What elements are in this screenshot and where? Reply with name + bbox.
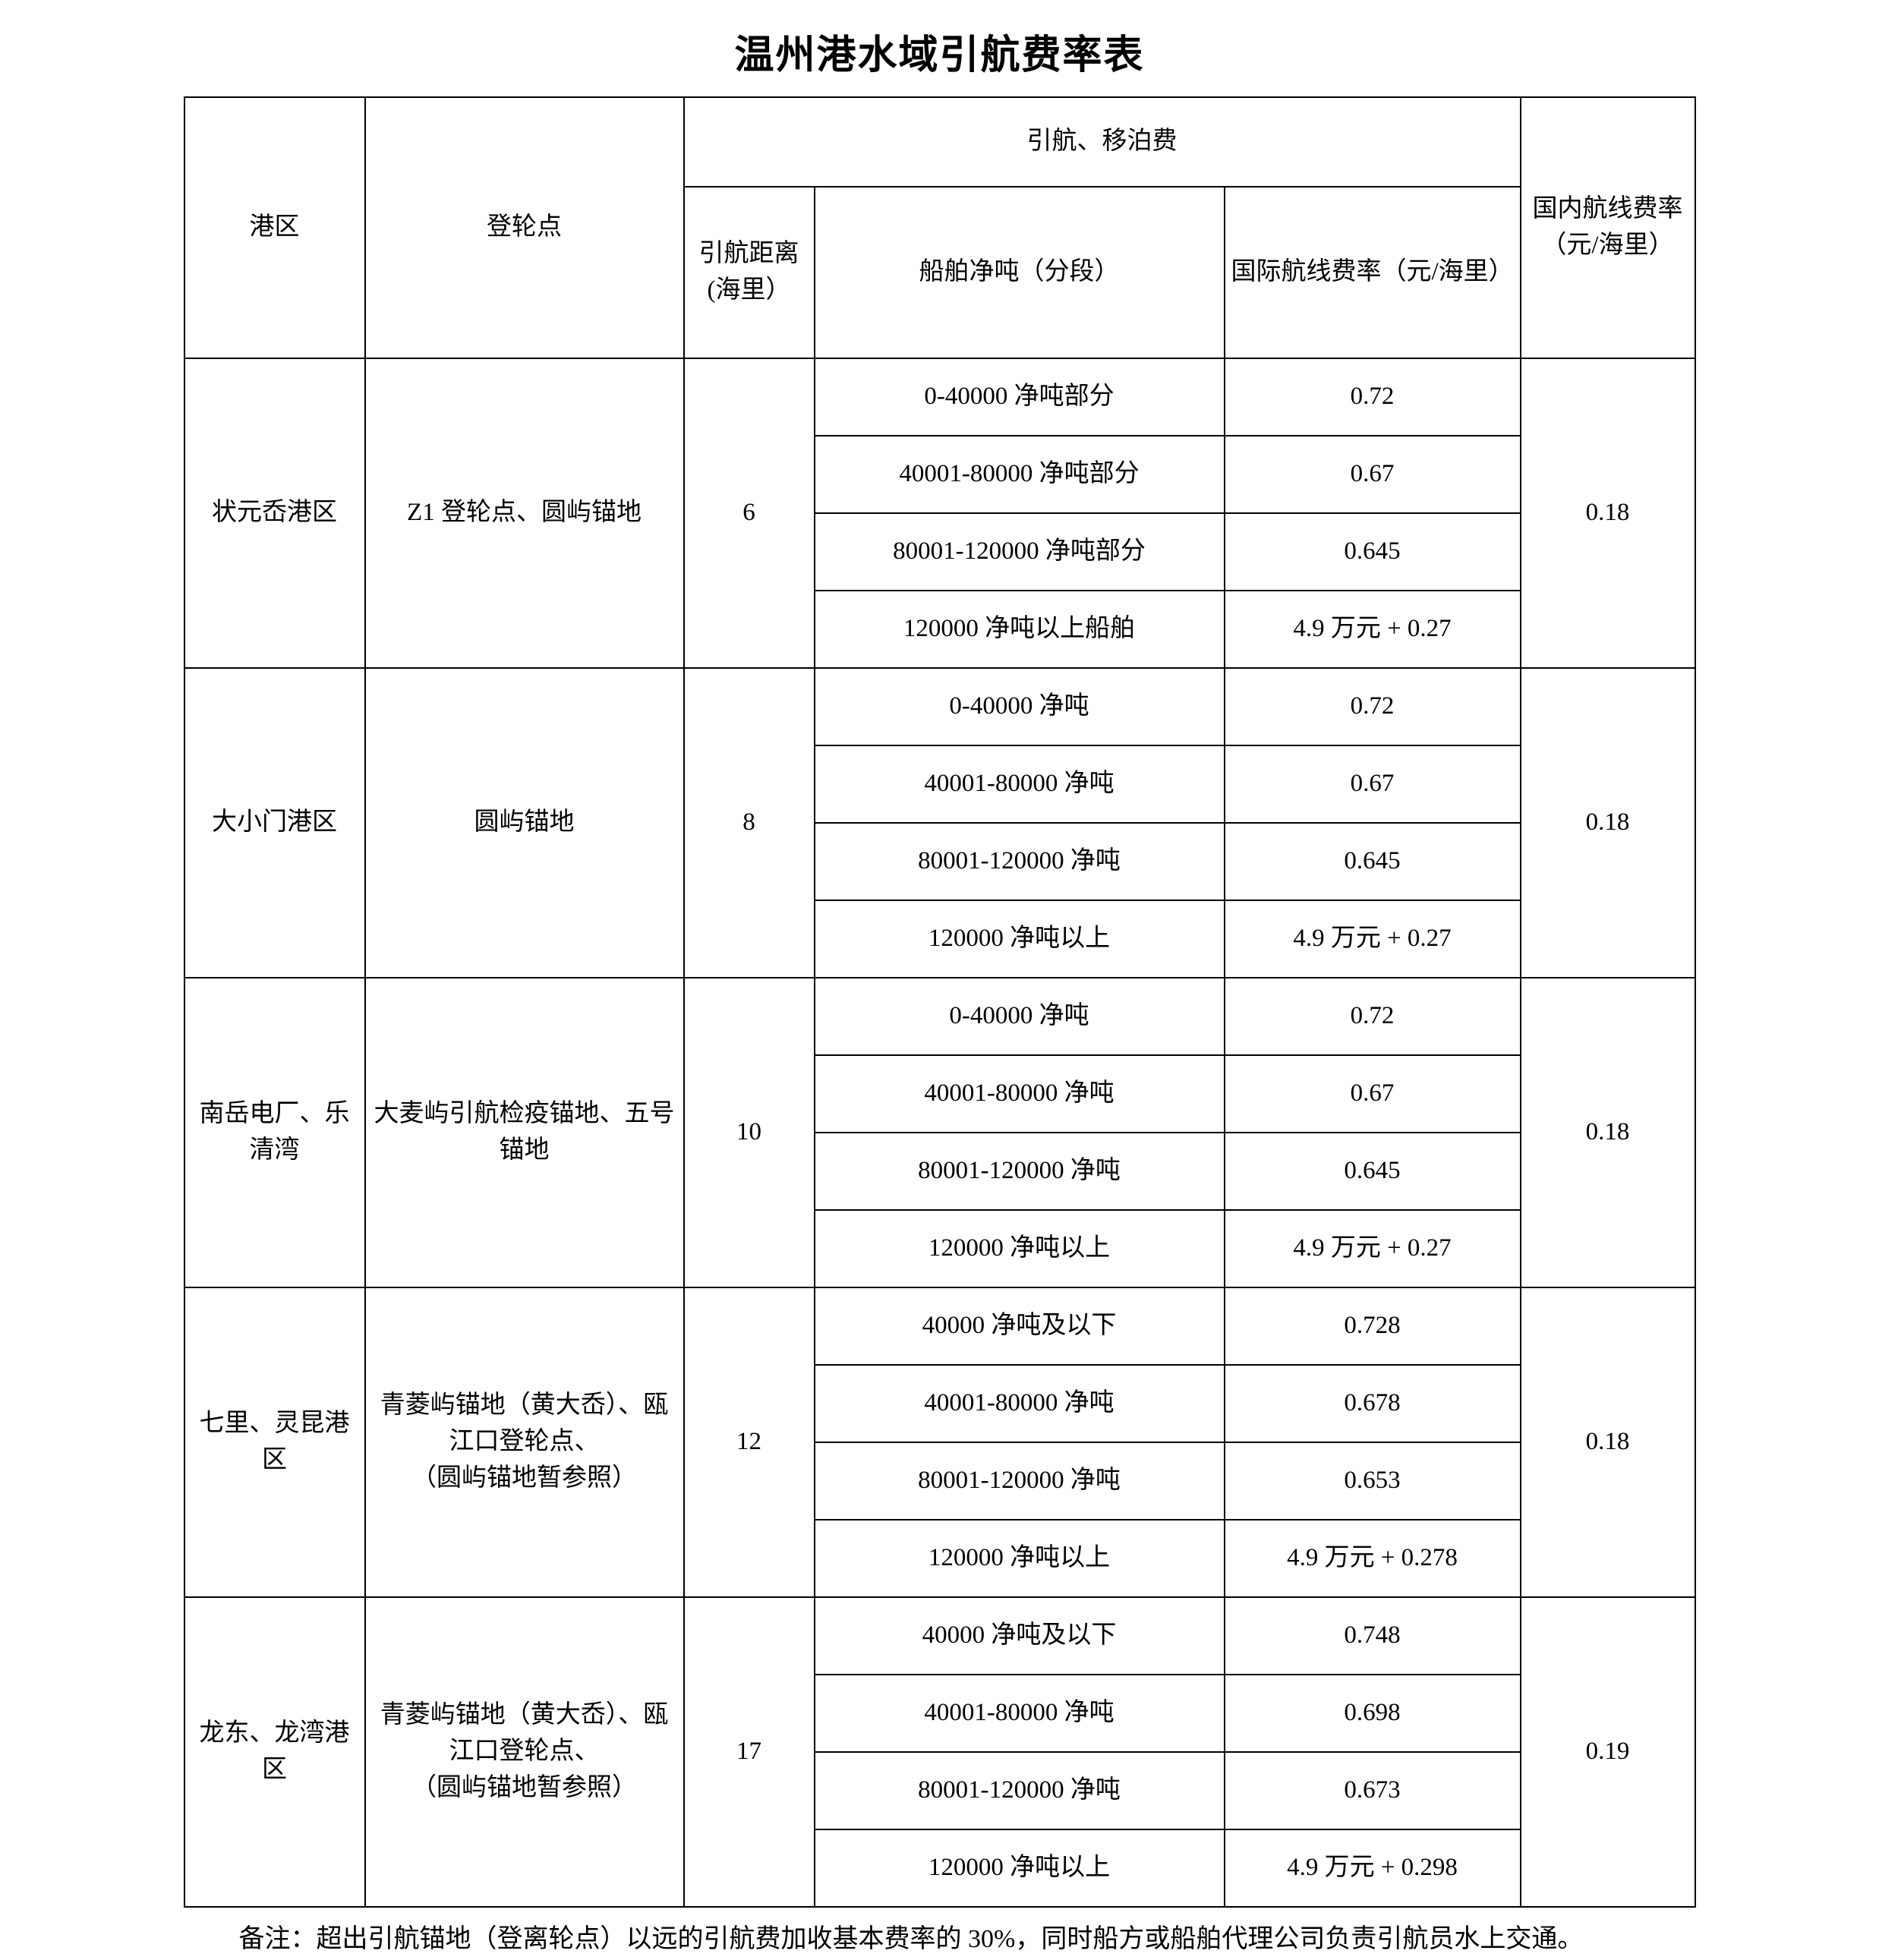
cell-port-area: 南岳电厂、乐清湾 (183, 977, 366, 1288)
header-domestic-rate: 国内航线费率（元/海里） (1519, 96, 1696, 359)
cell-net-tonnage: 40000 净吨及以下 (813, 1287, 1225, 1366)
header-pilot-distance: 引航距离(海里） (683, 186, 815, 359)
header-pilotage-shifting-fee: 引航、移泊费 (683, 96, 1521, 187)
cell-net-tonnage: 80001-120000 净吨 (813, 822, 1225, 901)
cell-net-tonnage: 80001-120000 净吨 (813, 1132, 1225, 1211)
cell-intl-rate: 0.728 (1223, 1287, 1521, 1366)
cell-intl-rate: 4.9 万元 + 0.27 (1223, 900, 1521, 978)
table-row: 七里、灵昆港区 青菱屿锚地（黄大岙）、瓯江口登轮点、 （圆屿锚地暂参照） 12 4000… (183, 1287, 1696, 1598)
cell-net-tonnage: 120000 净吨以上 (813, 1519, 1225, 1598)
cell-intl-rate: 4.9 万元 + 0.27 (1223, 1209, 1521, 1288)
cell-port-area: 大小门港区 (183, 667, 366, 978)
cell-boarding-point: 圆屿锚地 (364, 667, 685, 978)
cell-port-area: 状元岙港区 (183, 358, 366, 669)
cell-net-tonnage: 40001-80000 净吨 (813, 1054, 1225, 1133)
table-row: 大小门港区 圆屿锚地 8 0-40000 净吨 0.72 0.18 (183, 667, 1696, 978)
table-row: 80001-120000 净吨 0.673 (184, 1751, 1695, 1830)
table-row: 120000 净吨以上 4.9 万元 + 0.298 (184, 1829, 1695, 1908)
cell-intl-rate: 0.72 (1223, 358, 1521, 436)
cell-net-tonnage: 40000 净吨及以下 (813, 1596, 1225, 1675)
cell-boarding-point: 大麦屿引航检疫锚地、五号锚地 (364, 977, 685, 1288)
table-row: 120000 净吨以上 4.9 万元 + 0.278 (184, 1519, 1695, 1598)
cell-intl-rate: 0.645 (1223, 512, 1521, 591)
cell-boarding-point: 青菱屿锚地（黄大岙）、瓯江口登轮点、 （圆屿锚地暂参照） (364, 1596, 685, 1908)
cell-intl-rate: 0.698 (1223, 1674, 1521, 1753)
table-row: 80001-120000 净吨部分 0.645 (184, 512, 1695, 591)
cell-net-tonnage: 120000 净吨以上 (813, 900, 1225, 978)
header-port-area: 港区 (183, 96, 366, 359)
cell-intl-rate: 0.67 (1223, 435, 1521, 514)
cell-intl-rate: 0.72 (1223, 977, 1521, 1056)
cell-net-tonnage: 40001-80000 净吨 (813, 1674, 1225, 1753)
cell-domestic-rate: 0.18 (1519, 1287, 1696, 1598)
cell-port-area: 龙东、龙湾港区 (183, 1596, 366, 1908)
cell-boarding-point: 青菱屿锚地（黄大岙）、瓯江口登轮点、 （圆屿锚地暂参照） (364, 1287, 685, 1598)
cell-net-tonnage: 120000 净吨以上 (813, 1209, 1225, 1288)
cell-intl-rate: 0.67 (1223, 745, 1521, 824)
table-row: 40001-80000 净吨 0.67 (184, 1054, 1695, 1133)
table-row: 80001-120000 净吨 0.645 (184, 1132, 1695, 1211)
cell-net-tonnage: 80001-120000 净吨 (813, 1751, 1225, 1830)
cell-net-tonnage: 0-40000 净吨 (813, 667, 1225, 746)
cell-net-tonnage: 120000 净吨以上船舶 (813, 590, 1225, 669)
cell-net-tonnage: 40001-80000 净吨 (813, 745, 1225, 824)
cell-intl-rate: 0.645 (1223, 822, 1521, 901)
pilotage-rate-table: 港区 登轮点 引航、移泊费 国内航线费率（元/海里） 引航距离(海里） 船舶净吨… (183, 96, 1696, 1908)
table-row: 120000 净吨以上 4.9 万元 + 0.27 (184, 1209, 1695, 1288)
cell-domestic-rate: 0.18 (1519, 667, 1696, 978)
page-title: 温州港水域引航费率表 (734, 34, 1145, 77)
cell-net-tonnage: 0-40000 净吨 (813, 977, 1225, 1056)
cell-net-tonnage: 80001-120000 净吨部分 (813, 512, 1225, 591)
header-intl-rate: 国际航线费率（元/海里） (1223, 186, 1521, 359)
cell-net-tonnage: 40001-80000 净吨 (813, 1364, 1225, 1443)
cell-intl-rate: 0.678 (1223, 1364, 1521, 1443)
table-row: 南岳电厂、乐清湾 大麦屿引航检疫锚地、五号锚地 10 0-40000 净吨 0.72 0.… (183, 977, 1696, 1288)
cell-intl-rate: 0.645 (1223, 1132, 1521, 1211)
cell-boarding-point: Z1 登轮点、圆屿锚地 (364, 358, 685, 669)
cell-intl-rate: 0.67 (1223, 1054, 1521, 1133)
cell-net-tonnage: 40001-80000 净吨部分 (813, 435, 1225, 514)
header-row-sub: 引航距离(海里） 船舶净吨（分段） 国际航线费率（元/海里） (184, 186, 1695, 359)
cell-pilot-distance: 6 (683, 358, 815, 669)
header-net-tonnage: 船舶净吨（分段） (813, 186, 1225, 359)
cell-pilot-distance: 8 (683, 667, 815, 978)
cell-net-tonnage: 80001-120000 净吨 (813, 1442, 1225, 1520)
cell-port-area: 七里、灵昆港区 (183, 1287, 366, 1598)
table-row: 80001-120000 净吨 0.645 (184, 822, 1695, 901)
cell-intl-rate: 4.9 万元 + 0.298 (1223, 1829, 1521, 1908)
table-row: 40001-80000 净吨部分 0.67 (184, 435, 1695, 514)
cell-intl-rate: 4.9 万元 + 0.27 (1223, 590, 1521, 669)
cell-intl-rate: 0.653 (1223, 1442, 1521, 1520)
header-row-group: 港区 登轮点 引航、移泊费 国内航线费率（元/海里） (183, 96, 1696, 359)
table-row: 120000 净吨以上船舶 4.9 万元 + 0.27 (184, 590, 1695, 669)
table-header: 港区 登轮点 引航、移泊费 国内航线费率（元/海里） 引航距离(海里） 船舶净吨… (183, 96, 1696, 359)
cell-intl-rate: 0.748 (1223, 1596, 1521, 1675)
cell-domestic-rate: 0.18 (1519, 977, 1696, 1288)
cell-net-tonnage: 0-40000 净吨部分 (813, 358, 1225, 436)
table-row: 龙东、龙湾港区 青菱屿锚地（黄大岙）、瓯江口登轮点、 （圆屿锚地暂参照） 17 4000… (183, 1596, 1696, 1908)
table-row: 80001-120000 净吨 0.653 (184, 1442, 1695, 1520)
cell-pilot-distance: 17 (683, 1596, 815, 1908)
table-row: 状元岙港区 Z1 登轮点、圆屿锚地 6 0-40000 净吨部分 0.72 0.18 (183, 358, 1696, 669)
table-row: 40001-80000 净吨 0.67 (184, 745, 1695, 824)
header-boarding-point: 登轮点 (364, 96, 685, 359)
table-row: 40001-80000 净吨 0.698 (184, 1674, 1695, 1753)
cell-domestic-rate: 0.19 (1519, 1596, 1696, 1908)
cell-net-tonnage: 120000 净吨以上 (813, 1829, 1225, 1908)
cell-pilot-distance: 12 (683, 1287, 815, 1598)
cell-pilot-distance: 10 (683, 977, 815, 1288)
cell-intl-rate: 4.9 万元 + 0.278 (1223, 1519, 1521, 1598)
table-row: 120000 净吨以上 4.9 万元 + 0.27 (184, 900, 1695, 978)
table-body: 状元岙港区 Z1 登轮点、圆屿锚地 6 0-40000 净吨部分 0.72 0.18 400… (183, 358, 1696, 1908)
cell-intl-rate: 0.673 (1223, 1751, 1521, 1830)
table-row: 40001-80000 净吨 0.678 (184, 1364, 1695, 1443)
cell-domestic-rate: 0.18 (1519, 358, 1696, 669)
cell-intl-rate: 0.72 (1223, 667, 1521, 746)
table-footnote: 备注：超出引航锚地（登离轮点）以远的引航费加收基本费率的 30%，同时船方或船舶… (238, 1925, 1584, 1953)
